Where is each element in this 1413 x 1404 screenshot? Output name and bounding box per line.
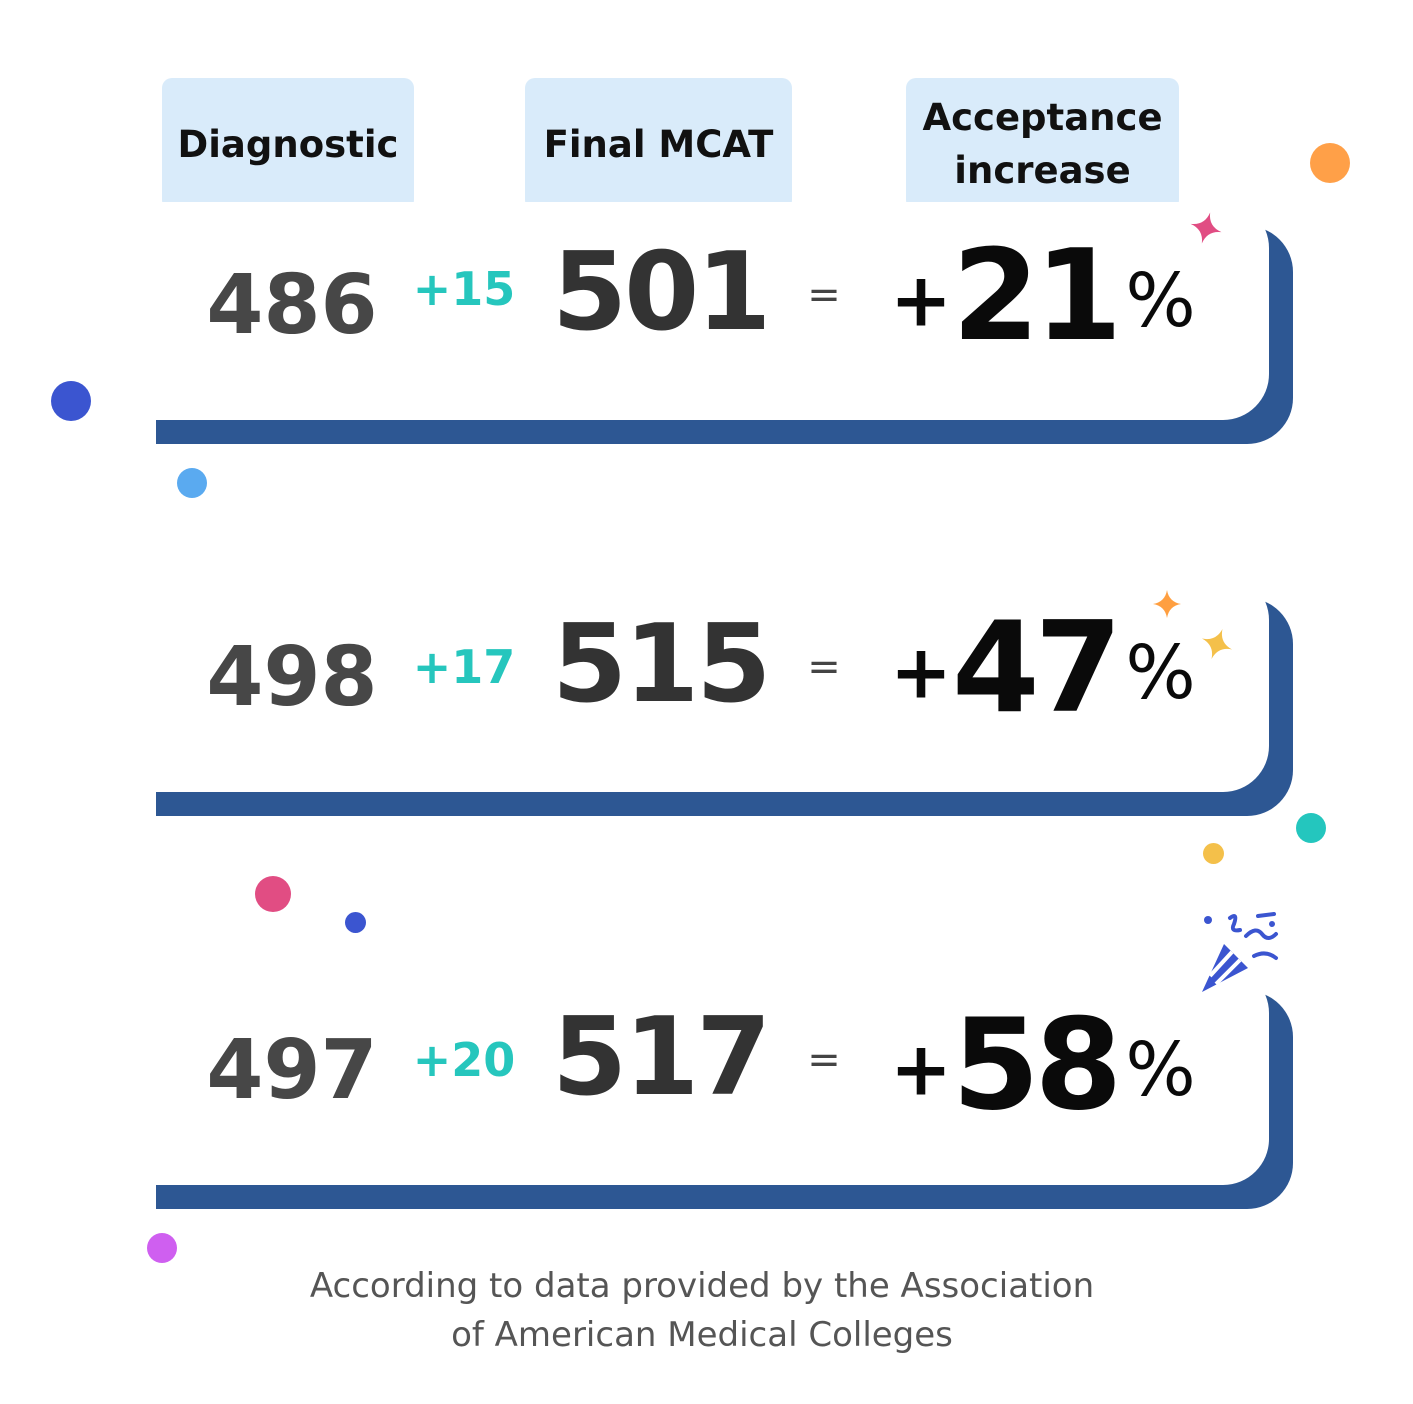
acceptance-increase: +47% — [890, 594, 1196, 741]
confetti-dot-pink — [255, 876, 291, 912]
confetti-dot-blue — [51, 381, 91, 421]
confetti-dot-yellow — [1203, 843, 1224, 864]
confetti-dot-small-blue — [345, 912, 366, 933]
party-popper-icon — [1202, 912, 1278, 992]
equals-sign: = — [807, 272, 841, 318]
acceptance-increase: +58% — [890, 991, 1196, 1138]
source-note-line2: of American Medical Colleges — [451, 1315, 953, 1355]
diagnostic-score: 497 — [206, 1023, 378, 1118]
header-diagnostic-label: Diagnostic — [177, 122, 399, 166]
equals-sign: = — [807, 644, 841, 690]
increase-plus: + — [890, 629, 953, 716]
increase-value: 21 — [952, 222, 1122, 369]
confetti-dot-teal — [1296, 813, 1326, 843]
increase-percent: % — [1125, 1026, 1196, 1113]
sparkle-icon — [1190, 212, 1222, 244]
increase-plus: + — [890, 257, 953, 344]
diagnostic-score: 498 — [206, 630, 378, 725]
header-acceptance-increase: Acceptance increase — [906, 78, 1179, 210]
confetti-dot-orange — [1310, 143, 1350, 183]
increase-value: 47 — [952, 594, 1122, 741]
score-gain: +17 — [412, 640, 516, 694]
header-final-mcat: Final MCAT — [525, 78, 792, 210]
source-note: According to data provided by the Associ… — [0, 1262, 1404, 1360]
header-acceptance-line2: increase — [954, 149, 1131, 192]
score-gain: +15 — [412, 262, 516, 316]
sparkle-icon — [1201, 628, 1233, 660]
sparkle-icon — [1153, 590, 1181, 618]
increase-plus: + — [890, 1026, 953, 1113]
source-note-line1: According to data provided by the Associ… — [309, 1266, 1095, 1306]
acceptance-increase: +21% — [890, 222, 1196, 369]
diagnostic-score: 486 — [206, 258, 378, 353]
header-diagnostic: Diagnostic — [162, 78, 414, 210]
header-final-mcat-label: Final MCAT — [543, 122, 774, 166]
score-card-row-3: 497 +20 517 = +58% — [132, 967, 1269, 1185]
score-card-row-2: 498 +17 515 = +47% — [132, 574, 1269, 792]
final-mcat-score: 517 — [552, 995, 771, 1120]
score-gain: +20 — [412, 1033, 516, 1087]
increase-percent: % — [1125, 629, 1196, 716]
final-mcat-score: 515 — [552, 602, 771, 727]
score-card-row-1: 486 +15 501 = +21% — [132, 202, 1269, 420]
increase-percent: % — [1125, 257, 1196, 344]
equals-sign: = — [807, 1037, 841, 1083]
final-mcat-score: 501 — [552, 230, 771, 355]
header-acceptance-line1: Acceptance — [922, 96, 1163, 139]
confetti-dot-purple — [147, 1233, 177, 1263]
increase-value: 58 — [952, 991, 1122, 1138]
confetti-dot-light-blue — [177, 468, 207, 498]
